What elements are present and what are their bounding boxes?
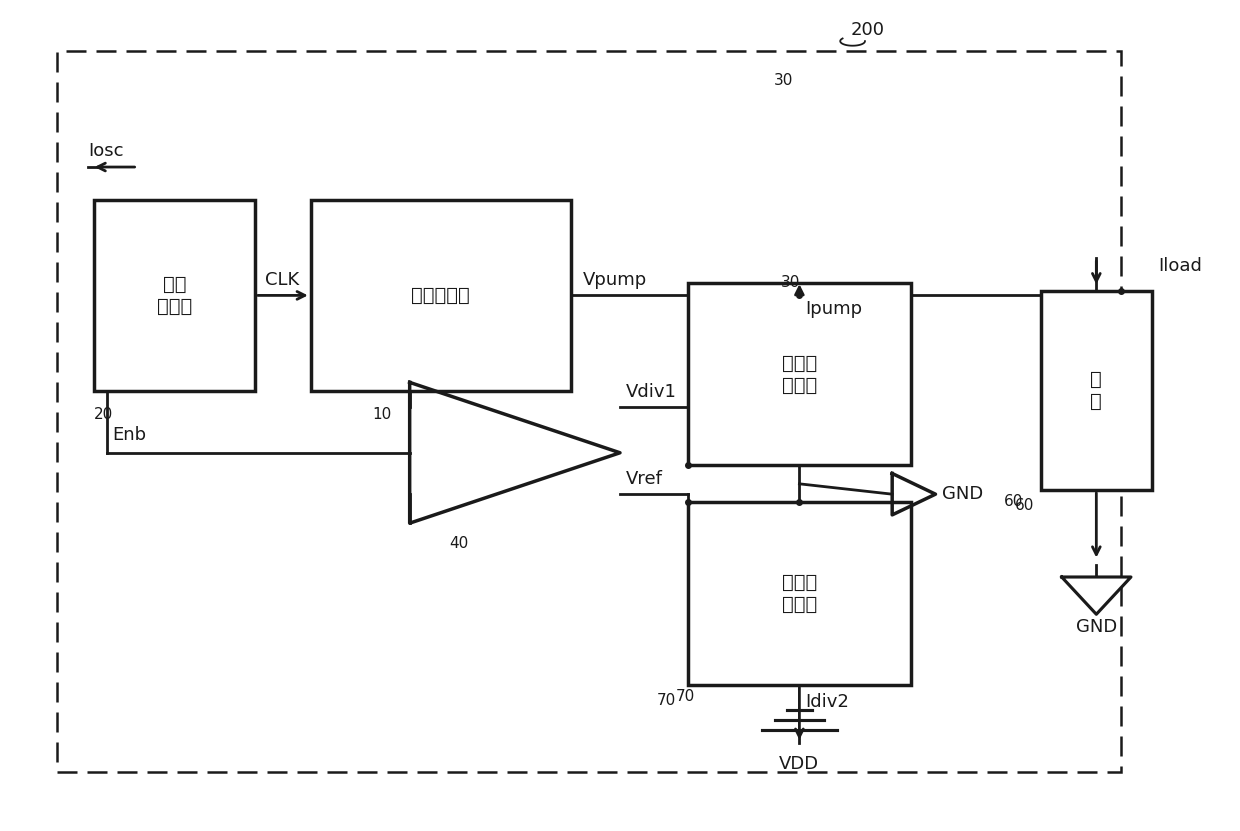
Text: Idiv2: Idiv2 <box>806 693 849 711</box>
Text: Ipump: Ipump <box>806 299 863 317</box>
Text: VDD: VDD <box>779 755 820 773</box>
Text: 第一分
压单元: 第一分 压单元 <box>781 353 817 395</box>
Text: 60: 60 <box>1003 494 1023 509</box>
Text: Iload: Iload <box>1158 258 1202 275</box>
FancyBboxPatch shape <box>688 283 910 465</box>
Text: 200: 200 <box>851 22 884 39</box>
Text: 电荷泵单元: 电荷泵单元 <box>412 286 470 305</box>
FancyBboxPatch shape <box>688 503 910 685</box>
Text: 时钟
振荡器: 时钟 振荡器 <box>157 275 192 316</box>
Text: Vpump: Vpump <box>583 271 647 289</box>
Text: GND: GND <box>941 485 983 504</box>
FancyBboxPatch shape <box>1040 292 1152 490</box>
Polygon shape <box>1061 577 1131 614</box>
FancyBboxPatch shape <box>311 200 570 391</box>
Text: 10: 10 <box>372 407 392 422</box>
Text: 负
载: 负 载 <box>1090 370 1102 411</box>
Text: 70: 70 <box>656 693 676 708</box>
Text: CLK: CLK <box>265 271 299 289</box>
Text: 40: 40 <box>450 536 469 551</box>
Text: 60: 60 <box>1016 499 1034 514</box>
Text: 30: 30 <box>781 275 800 290</box>
Text: GND: GND <box>1076 618 1117 637</box>
Text: Vdiv1: Vdiv1 <box>626 383 677 401</box>
Text: 30: 30 <box>774 73 794 88</box>
Text: 70: 70 <box>676 689 694 704</box>
Text: 第二分
压单元: 第二分 压单元 <box>781 573 817 614</box>
FancyBboxPatch shape <box>94 200 255 391</box>
Text: Iosc: Iosc <box>88 142 124 160</box>
Text: Enb: Enb <box>113 426 146 445</box>
Text: Vref: Vref <box>626 470 663 489</box>
Text: 20: 20 <box>94 407 113 422</box>
